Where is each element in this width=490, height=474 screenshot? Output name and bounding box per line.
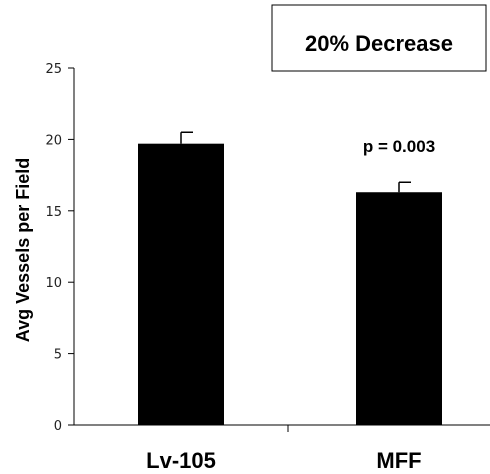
y-tick-label: 20: [45, 133, 62, 148]
x-category-label: Lv-105: [146, 448, 216, 473]
annotation-box: [271, 4, 487, 72]
bars: [138, 131, 442, 425]
bar-lv-105: [138, 143, 224, 425]
y-tick-label: 0: [54, 419, 62, 434]
y-tick-label: 10: [45, 276, 62, 291]
y-ticks: 0 5 10 15 20 25: [45, 62, 74, 434]
annotation-box-text: 20% Decrease: [305, 31, 453, 56]
y-tick-label: 25: [45, 62, 62, 77]
y-axis-label: Avg Vessels per Field: [13, 158, 33, 342]
bar-mff: [356, 192, 442, 425]
y-tick-label: 15: [45, 205, 62, 220]
p-value-label: p = 0.003: [363, 137, 435, 156]
x-category-label: MFF: [376, 448, 421, 473]
y-tick-label: 5: [54, 348, 62, 363]
category-labels: Lv-105 MFF: [146, 448, 421, 473]
